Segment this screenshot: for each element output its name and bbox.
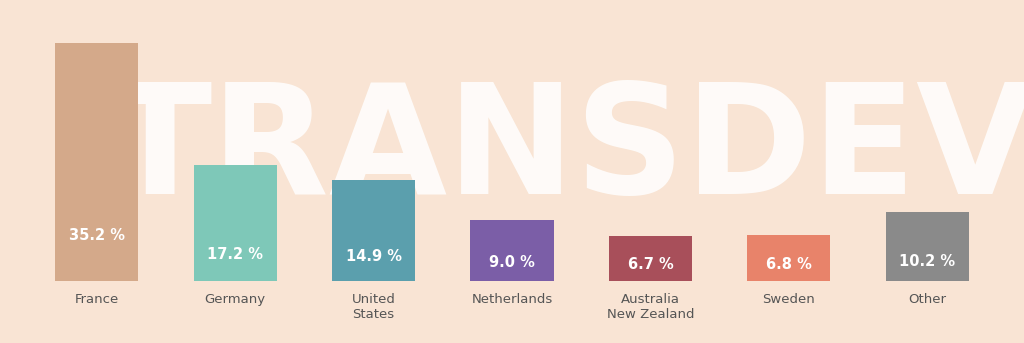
Bar	[470, 220, 554, 281]
Text: United
States: United States	[351, 294, 395, 321]
Text: Australia
New Zealand: Australia New Zealand	[606, 294, 694, 321]
Bar	[194, 165, 276, 281]
Bar	[886, 212, 969, 281]
Text: Germany: Germany	[205, 294, 265, 306]
Bar	[55, 43, 138, 281]
Text: 17.2 %: 17.2 %	[207, 247, 263, 262]
Bar	[332, 180, 415, 281]
Text: Sweden: Sweden	[763, 294, 815, 306]
Bar	[609, 236, 692, 281]
Text: Other: Other	[908, 294, 946, 306]
Text: 6.7 %: 6.7 %	[628, 257, 674, 272]
Text: France: France	[75, 294, 119, 306]
Text: 9.0 %: 9.0 %	[489, 255, 535, 270]
Text: 6.8 %: 6.8 %	[766, 257, 812, 272]
Text: Netherlands: Netherlands	[471, 294, 553, 306]
Text: TRANSDEV: TRANSDEV	[108, 77, 1024, 226]
Text: 14.9 %: 14.9 %	[345, 249, 401, 264]
Bar	[748, 235, 830, 281]
Text: 10.2 %: 10.2 %	[899, 254, 955, 269]
Text: 35.2 %: 35.2 %	[69, 228, 125, 244]
